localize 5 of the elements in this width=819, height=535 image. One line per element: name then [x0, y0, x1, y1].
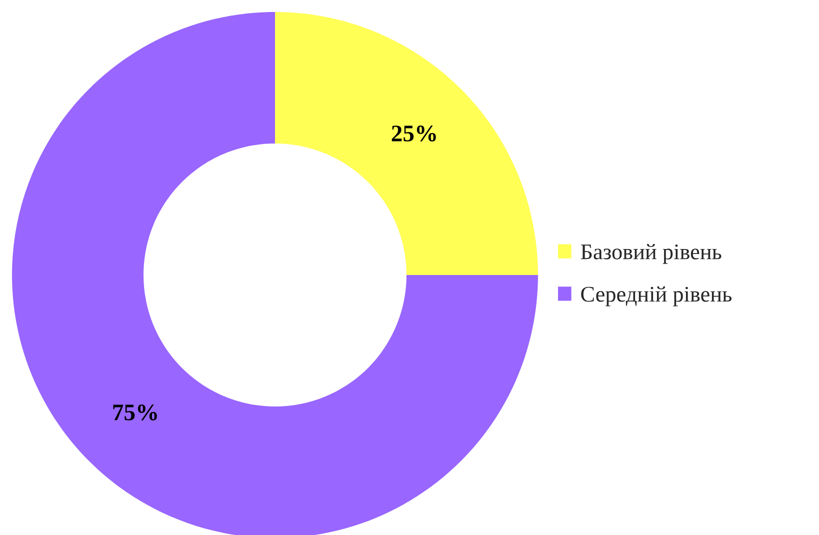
legend-label: Середній рівень [581, 286, 732, 306]
donut-slice [275, 12, 538, 275]
legend-label: Базовий рівень [580, 244, 722, 264]
data-label: 75% [113, 404, 157, 420]
data-label: 25% [392, 126, 436, 142]
